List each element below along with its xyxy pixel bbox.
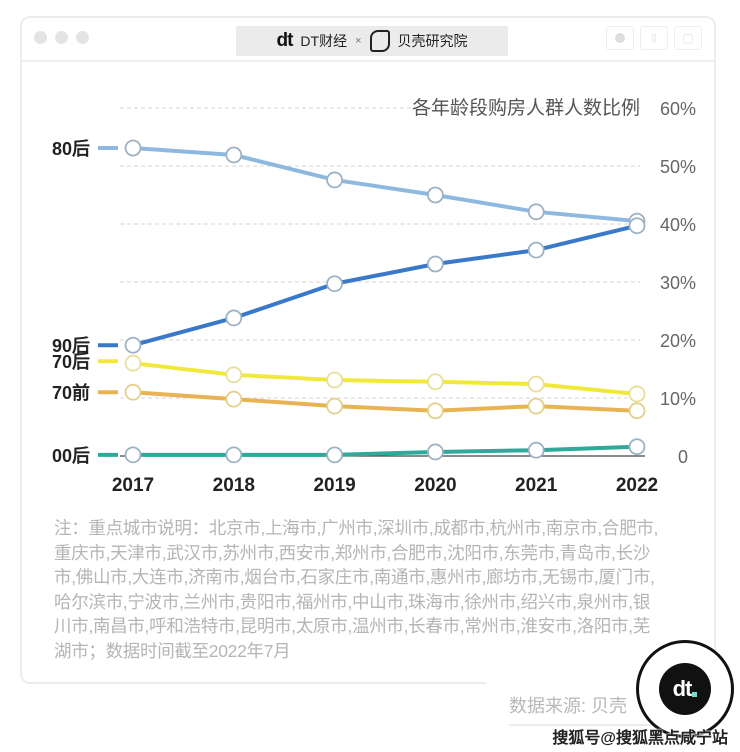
y-tick-label: 0	[678, 447, 688, 467]
watermark: 搜狐号@搜狐黑点咸宁站	[552, 730, 728, 747]
data-point	[527, 397, 545, 415]
brand-separator: ×	[355, 35, 362, 47]
data-point	[124, 336, 142, 354]
dt-badge-dot	[692, 691, 698, 697]
data-point	[426, 402, 444, 420]
window-controls	[34, 31, 89, 44]
series-line	[132, 390, 638, 413]
dt-logo: dt	[276, 30, 293, 51]
data-point	[124, 354, 142, 372]
x-tick-label: 2018	[213, 475, 255, 496]
data-point	[426, 186, 444, 204]
data-point	[628, 217, 646, 235]
brand-right-label: 贝壳研究院	[397, 33, 468, 49]
x-tick-label: 2017	[112, 475, 154, 496]
dt-badge-logo: dt	[659, 663, 711, 715]
data-point	[225, 446, 243, 464]
data-point	[124, 139, 142, 157]
data-point	[124, 446, 142, 464]
data-point	[426, 443, 444, 461]
data-point	[326, 171, 344, 189]
data-point	[527, 241, 545, 259]
y-tick-label: 30%	[660, 273, 696, 293]
x-tick-label: 2019	[313, 475, 355, 496]
data-point	[628, 385, 646, 403]
brand-left-label: DT财经	[300, 33, 348, 49]
series-lines	[124, 139, 646, 464]
close-icon[interactable]	[34, 31, 47, 44]
data-point	[527, 203, 545, 221]
series-line	[132, 223, 638, 348]
data-point	[225, 390, 243, 408]
data-point	[426, 373, 444, 391]
data-point	[527, 441, 545, 459]
footnote: 注：重点城市说明：北京市,上海市,广州市,深圳市,成都市,杭州市,南京市,合肥市…	[54, 518, 659, 661]
brand-header: dt DT财经 × 贝壳研究院	[236, 26, 508, 56]
series-line	[132, 146, 638, 224]
data-point	[628, 402, 646, 420]
minimize-icon[interactable]	[55, 31, 68, 44]
data-point	[124, 383, 142, 401]
record-button[interactable]	[606, 26, 634, 50]
data-point	[326, 371, 344, 389]
y-tick-label: 60%	[660, 99, 696, 119]
x-tick-label: 2022	[616, 475, 658, 496]
series-line	[132, 361, 638, 396]
series-label: 00后	[52, 446, 90, 466]
data-point	[628, 438, 646, 456]
toolbar-buttons: ⇧ ▢	[606, 26, 702, 50]
y-tick-label: 20%	[660, 331, 696, 351]
series-label: 70前	[52, 382, 90, 403]
share-button[interactable]: ⇧	[640, 26, 668, 50]
series-label: 70后	[52, 352, 90, 372]
beike-logo-icon	[369, 30, 390, 52]
y-tick-label: 10%	[660, 389, 696, 409]
data-point	[326, 275, 344, 293]
data-point	[225, 309, 243, 327]
maximize-icon[interactable]	[76, 31, 89, 44]
data-point	[326, 397, 344, 415]
title-bar: dt DT财经 × 贝壳研究院 ⇧ ▢	[22, 18, 714, 62]
axes: 0 10% 20% 30% 40% 50% 60% 2017 2018 2019 2020 2021 2…	[112, 99, 696, 496]
record-icon	[615, 33, 625, 43]
data-point	[426, 255, 444, 273]
data-source: 数据来源: 贝壳	[509, 696, 628, 716]
data-point	[326, 446, 344, 464]
y-tick-label: 50%	[660, 157, 696, 177]
x-tick-label: 2020	[414, 475, 456, 496]
data-point	[527, 375, 545, 393]
data-point	[225, 366, 243, 384]
x-tick-label: 2021	[515, 475, 558, 496]
series-line	[133, 444, 638, 457]
window-button[interactable]: ▢	[674, 26, 702, 50]
chart-title: 各年龄段购房人群人数比例	[412, 97, 640, 119]
series-label: 90后	[52, 336, 90, 356]
series-label: 80后	[52, 139, 90, 159]
data-point	[225, 146, 243, 164]
y-tick-label: 40%	[660, 215, 696, 235]
dt-badge: dt	[636, 640, 734, 738]
dt-badge-text: dt	[672, 676, 693, 701]
